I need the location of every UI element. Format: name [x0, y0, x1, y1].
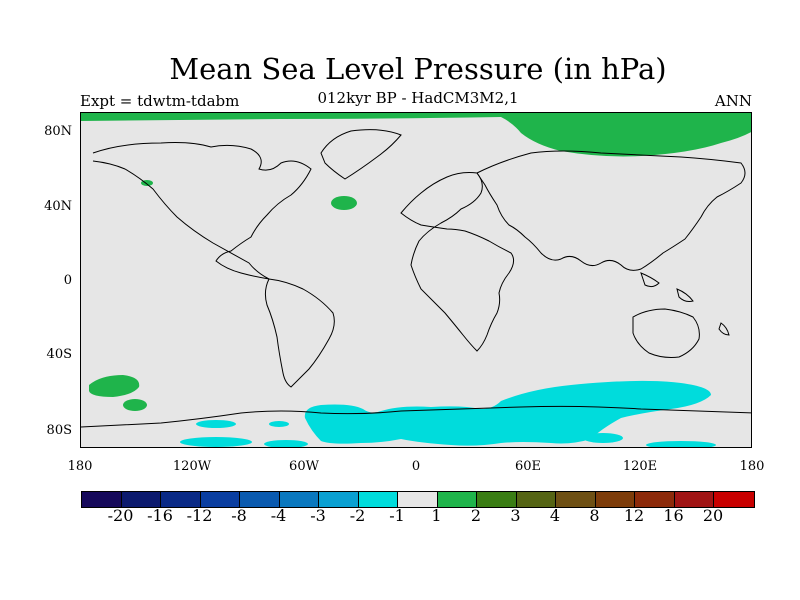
lon-label: 180: [67, 459, 93, 474]
colorbar-swatch: [121, 492, 161, 507]
colorbar-tick-label: 4: [549, 506, 561, 525]
colorbar-tick-label: -2: [349, 506, 366, 525]
colorbar-swatch: [635, 492, 675, 507]
south-pacific-positive-blob-2: [123, 399, 147, 411]
colorbar-tick-label: 1: [431, 506, 442, 525]
season-label: ANN: [714, 92, 752, 110]
colorbar-swatch: [82, 492, 122, 507]
cyan-patch-2: [269, 421, 289, 427]
colorbar-swatch: [477, 492, 517, 507]
cyan-patch-6: [583, 433, 623, 443]
colorbar-tick-label: -16: [147, 506, 173, 525]
colorbar-swatch: [161, 492, 201, 507]
arctic-positive-anomaly: [81, 113, 751, 157]
colorbar-swatch: [319, 492, 359, 507]
lon-label: 60E: [514, 459, 542, 474]
colorbar-swatch: [358, 492, 398, 507]
colorbar-swatch: [398, 492, 438, 507]
colorbar-tick-label: -20: [107, 506, 134, 525]
lon-label: 120W: [172, 459, 212, 474]
colorbar-tick-label: -3: [310, 506, 326, 525]
southern-ocean-negative-anomaly: [304, 380, 711, 446]
colorbar-swatch: [516, 492, 556, 507]
colorbar-tick-label: 12: [623, 506, 645, 525]
lon-label: 180: [739, 459, 765, 474]
colorbar-swatch: [240, 492, 280, 507]
lat-label: 40N: [44, 199, 72, 214]
north-atlantic-positive-blob: [331, 196, 357, 210]
lon-label: 0: [411, 459, 421, 474]
south-pacific-positive-blob: [89, 375, 140, 397]
colorbar-swatch: [714, 492, 754, 507]
colorbar-swatch: [556, 492, 596, 507]
colorbar-tick-label: 20: [702, 506, 724, 525]
lat-label: 80N: [44, 124, 72, 139]
lat-label: 0: [63, 273, 72, 288]
map-title: Mean Sea Level Pressure (in hPa): [169, 52, 667, 86]
colorbar-swatch: [595, 492, 635, 507]
lat-label: 80S: [46, 423, 72, 438]
colorbar-tick-label: -1: [389, 506, 405, 525]
cyan-patch-1: [196, 420, 236, 428]
colorbar-tick-label: 16: [663, 506, 684, 525]
map-canvas: [81, 113, 751, 447]
colorbar-swatch: [437, 492, 477, 507]
colorbar-tick-label: 8: [589, 506, 600, 525]
colorbar-tick-label: 2: [470, 506, 482, 525]
lat-label: 40S: [46, 347, 72, 362]
colorbar-swatch: [674, 492, 714, 507]
colorbar-tick-label: -8: [231, 506, 247, 525]
colorbar-tick-label: 3: [510, 506, 521, 525]
lon-label: 60W: [289, 459, 319, 474]
colorbar-swatch: [200, 492, 240, 507]
colorbar: [81, 491, 755, 508]
colorbar-tick-label: -4: [270, 506, 287, 525]
colorbar-swatch: [279, 492, 319, 507]
map-subtitle: 012kyr BP - HadCM3M2,1: [317, 89, 519, 107]
experiment-label: Expt = tdwtm-tdabm: [80, 92, 240, 110]
colorbar-tick-label: -12: [186, 506, 213, 525]
cyan-patch-5: [646, 441, 716, 447]
lon-label: 120E: [622, 459, 658, 474]
coastlines: [81, 129, 751, 428]
map-panel: [80, 112, 752, 448]
cyan-patch-3: [180, 437, 252, 447]
cyan-patch-4: [264, 440, 308, 447]
